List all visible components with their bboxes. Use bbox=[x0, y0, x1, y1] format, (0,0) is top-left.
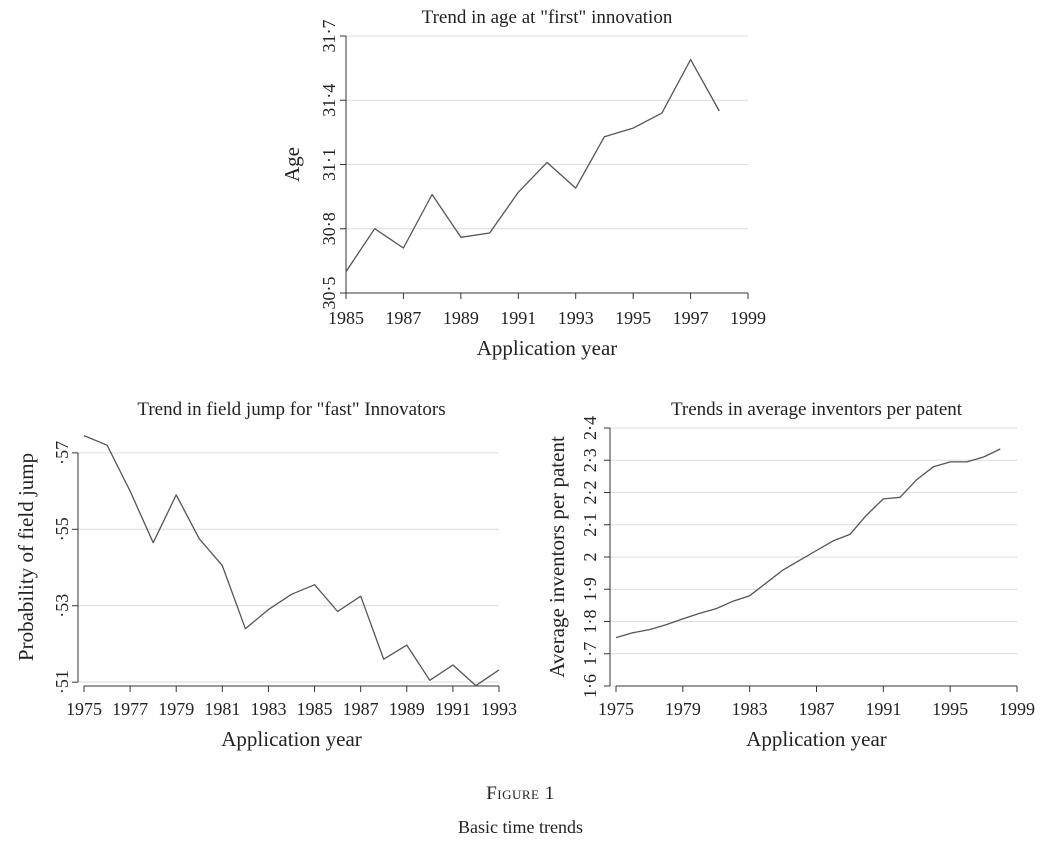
x-axis-label: Application year bbox=[477, 336, 618, 360]
y-tick-label: 30·8 bbox=[319, 212, 339, 245]
x-tick-label: 1983 bbox=[732, 699, 768, 719]
x-tick-label: 1991 bbox=[500, 308, 536, 328]
x-tick-label: 1987 bbox=[799, 699, 835, 719]
x-tick-label: 1987 bbox=[385, 308, 421, 328]
figure-number-text: Figure 1 bbox=[486, 783, 555, 804]
x-tick-label: 1993 bbox=[558, 308, 594, 328]
x-tick-label: 1983 bbox=[250, 699, 286, 719]
x-tick-label: 1975 bbox=[66, 699, 102, 719]
y-tick-label: 2·3 bbox=[580, 448, 600, 472]
series-line bbox=[83, 434, 500, 687]
x-tick-label: 1977 bbox=[112, 699, 148, 719]
y-axis-label: Age bbox=[280, 147, 304, 182]
y-tick-label: 31·7 bbox=[319, 20, 339, 53]
y-tick-label: ·57 bbox=[52, 441, 72, 465]
y-tick-label: 2 bbox=[580, 553, 600, 562]
x-tick-label: 1975 bbox=[598, 699, 634, 719]
y-tick-label: 1·8 bbox=[580, 610, 600, 634]
y-tick-label: 1·9 bbox=[580, 577, 600, 601]
x-tick-label: 1991 bbox=[865, 699, 901, 719]
y-tick-label: 31·4 bbox=[319, 84, 339, 117]
y-tick-label: ·53 bbox=[52, 594, 72, 618]
x-tick-label: 1999 bbox=[999, 699, 1035, 719]
y-axis-label: Average inventors per patent bbox=[545, 436, 569, 678]
y-tick-label: 30·5 bbox=[319, 277, 339, 310]
x-axis-label: Application year bbox=[746, 727, 887, 751]
chart-inventors-per-patent: 1·6 1·7 1·8 1·9 2 2·1 2·2 2·3 2·4 1975 1979 1983 198… bbox=[545, 399, 1035, 751]
chart-age-first-innovation: 30·5 30·8 31·1 31·4 31·7 1985 1987 1989 1991 1993… bbox=[280, 7, 766, 360]
x-tick-label: 1995 bbox=[932, 699, 968, 719]
y-tick-label: 1·6 bbox=[580, 674, 600, 698]
y-tick-label: ·55 bbox=[52, 517, 72, 541]
x-tick-label: 1979 bbox=[665, 699, 701, 719]
y-tick-label: 2·4 bbox=[580, 416, 600, 440]
chart-field-jump: ·51 ·53 ·55 ·57 1975 1977 1979 1981 1983 1985 1987… bbox=[14, 399, 517, 751]
x-tick-label: 1987 bbox=[343, 699, 379, 719]
x-tick-label: 1999 bbox=[730, 308, 766, 328]
x-tick-label: 1991 bbox=[435, 699, 471, 719]
x-tick-label: 1979 bbox=[158, 699, 194, 719]
x-axis-label: Application year bbox=[221, 727, 362, 751]
chart-title: Trends in average inventors per patent bbox=[671, 399, 963, 420]
x-tick-label: 1981 bbox=[204, 699, 240, 719]
x-tick-label: 1997 bbox=[673, 308, 709, 328]
y-tick-label: 1·7 bbox=[580, 642, 600, 666]
x-tick-label: 1995 bbox=[615, 308, 651, 328]
series-line bbox=[615, 448, 1001, 639]
x-tick-label: 1989 bbox=[443, 308, 479, 328]
figure-caption-text: Basic time trends bbox=[458, 817, 583, 837]
y-tick-label: 2·2 bbox=[580, 481, 600, 505]
figure-caption: Basic time trends bbox=[0, 817, 1041, 838]
x-tick-label: 1993 bbox=[481, 699, 517, 719]
x-tick-label: 1985 bbox=[328, 308, 364, 328]
y-tick-label: 2·1 bbox=[580, 513, 600, 537]
y-tick-label: ·51 bbox=[52, 670, 72, 694]
chart-title: Trend in field jump for "fast" Innovator… bbox=[137, 399, 445, 420]
chart-title: Trend in age at "first" innovation bbox=[422, 7, 673, 28]
y-axis-label: Probability of field jump bbox=[14, 453, 38, 661]
series-line bbox=[345, 58, 720, 272]
y-tick-label: 31·1 bbox=[319, 148, 339, 181]
x-tick-label: 1985 bbox=[297, 699, 333, 719]
x-tick-label: 1989 bbox=[389, 699, 425, 719]
figure-number: Figure 1 bbox=[0, 783, 1041, 805]
